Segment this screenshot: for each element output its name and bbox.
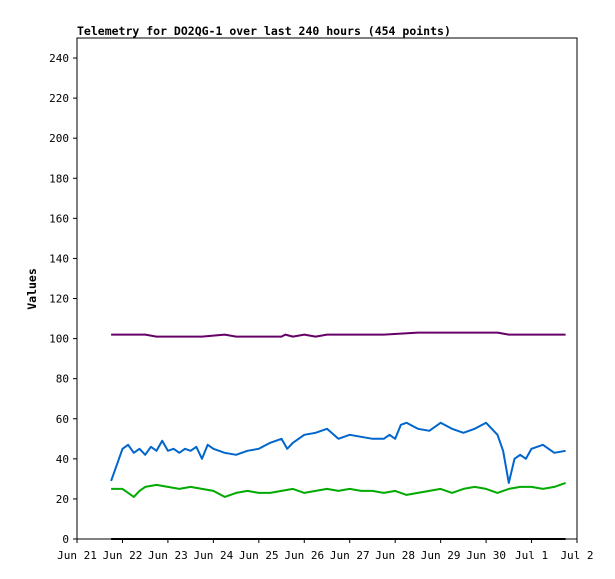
x-tick-label: Jul 2 <box>560 549 593 562</box>
y-tick-label: 180 <box>49 172 69 185</box>
y-tick-label: 240 <box>49 52 69 65</box>
plot-frame <box>76 37 578 540</box>
x-tick-label: Jun 22 <box>103 549 143 562</box>
series-line-1 <box>111 331 566 338</box>
y-tick-label: 200 <box>49 132 69 145</box>
x-tick-label: Jun 25 <box>239 549 279 562</box>
x-axis: Jun 21 Jun 22 Jun 23 Jun 24 Jun 25 Jun 26 Jun … <box>57 539 594 562</box>
y-tick-label: 0 <box>62 533 69 546</box>
x-tick-label: Jul 1 <box>515 549 548 562</box>
y-tick-label: 120 <box>49 293 69 306</box>
x-tick-label: Jun 26 <box>284 549 324 562</box>
x-tick-label: Jun 21 <box>57 549 97 562</box>
x-tick-label: Jun 29 <box>421 549 461 562</box>
series-line-3 <box>111 481 566 498</box>
y-tick-label: 220 <box>49 92 69 105</box>
chart-title: Telemetry for DO2QG-1 over last 240 hour… <box>77 24 451 38</box>
x-tick-label: Jun 30 <box>466 549 506 562</box>
series-layer <box>110 331 566 540</box>
x-tick-label: Jun 24 <box>193 549 233 562</box>
x-tick-label: Jun 28 <box>375 549 415 562</box>
y-tick-label: 20 <box>56 493 69 506</box>
y-tick-label: 140 <box>49 252 69 265</box>
x-tick-label: Jun 27 <box>330 549 370 562</box>
y-axis-label: Values <box>25 268 39 310</box>
y-tick-label: 80 <box>56 373 69 386</box>
y-tick-label: 40 <box>56 453 69 466</box>
series-line-2 <box>110 421 566 484</box>
x-tick-label: Jun 23 <box>148 549 188 562</box>
y-axis: 0 20 40 60 80 100 120 140 160 180 200 220 240 <box>49 52 77 546</box>
y-tick-label: 160 <box>49 212 69 225</box>
y-tick-label: 100 <box>49 333 69 346</box>
y-tick-label: 60 <box>56 413 69 426</box>
